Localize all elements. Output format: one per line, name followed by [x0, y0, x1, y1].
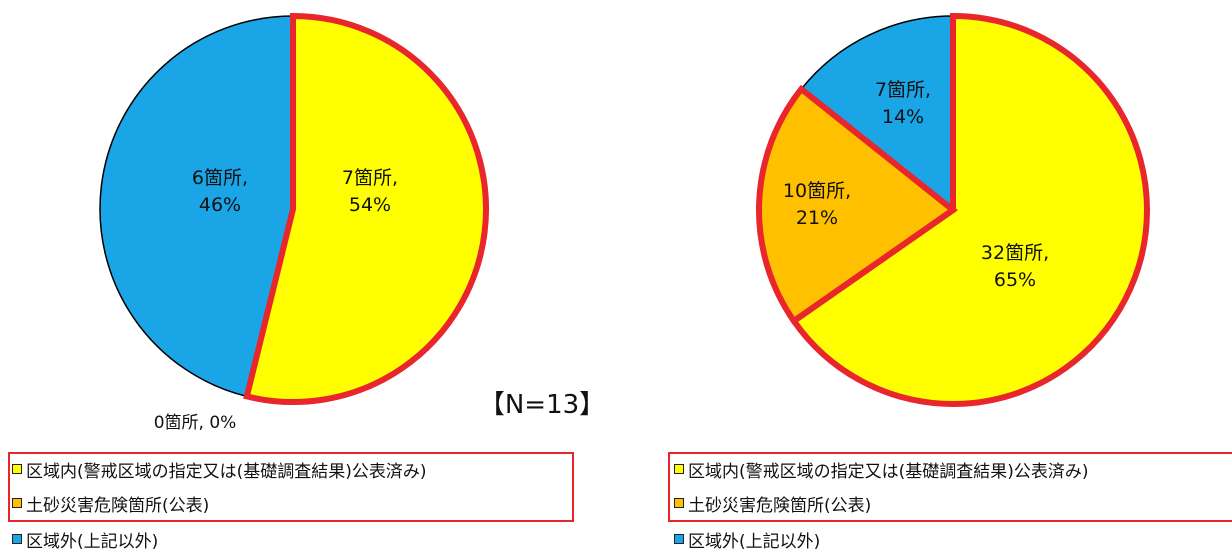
- legend-highlight-box-right: [668, 452, 1232, 522]
- pie-slice-highlight: [756, 84, 959, 326]
- legend-item-danger-spot: 土砂災害危険箇所(公表): [12, 492, 210, 516]
- legend-highlight-box-left: [8, 452, 574, 522]
- pie-chart-right: 32箇所, 65% 10箇所, 21% 7箇所, 14%: [756, 12, 1150, 407]
- legend-swatch-orange: [674, 498, 684, 508]
- pie-slice: [800, 15, 954, 211]
- slice-data-label: 32箇所, 65%: [981, 242, 1049, 291]
- legend-label: 土砂災害危険箇所(公表): [688, 495, 872, 516]
- n-annotation: 【N=13】: [479, 390, 605, 420]
- legend-label: 区域内(警戒区域の指定又は(基礎調査結果)公表済み): [688, 461, 1089, 482]
- pie-slice-highlight: [243, 12, 489, 405]
- legend-swatch-blue: [12, 534, 22, 544]
- legend-label: 区域外(上記以外): [688, 531, 821, 552]
- legend-item-inside-area: 区域内(警戒区域の指定又は(基礎調査結果)公表済み): [674, 458, 1089, 482]
- legend-swatch-blue: [674, 534, 684, 544]
- slice-data-label: 7箇所, 14%: [875, 79, 931, 128]
- legend-item-outside-area: 区域外(上記以外): [12, 528, 159, 552]
- slice-data-label: 10箇所, 21%: [783, 180, 851, 229]
- legend-item-danger-spot: 土砂災害危険箇所(公表): [674, 492, 872, 516]
- legend-item-outside-area: 区域外(上記以外): [674, 528, 821, 552]
- pie-chart-left: 7箇所, 54% 0箇所, 0% 6箇所, 46%: [99, 12, 489, 433]
- legend-label: 区域外(上記以外): [26, 531, 159, 552]
- legend-label: 土砂災害危険箇所(公表): [26, 495, 210, 516]
- slice-data-label: 7箇所, 54%: [342, 167, 398, 216]
- pie-slice: [99, 15, 294, 398]
- legend-swatch-yellow: [12, 464, 22, 474]
- legend-item-inside-area: 区域内(警戒区域の指定又は(基礎調査結果)公表済み): [12, 458, 427, 482]
- legend-label: 区域内(警戒区域の指定又は(基礎調査結果)公表済み): [26, 461, 427, 482]
- legend-swatch-yellow: [674, 464, 684, 474]
- legend-swatch-orange: [12, 498, 22, 508]
- slice-data-label: 6箇所, 46%: [192, 167, 248, 216]
- slice-data-label: 0箇所, 0%: [154, 413, 237, 433]
- pie-slice-highlight: [789, 12, 1150, 407]
